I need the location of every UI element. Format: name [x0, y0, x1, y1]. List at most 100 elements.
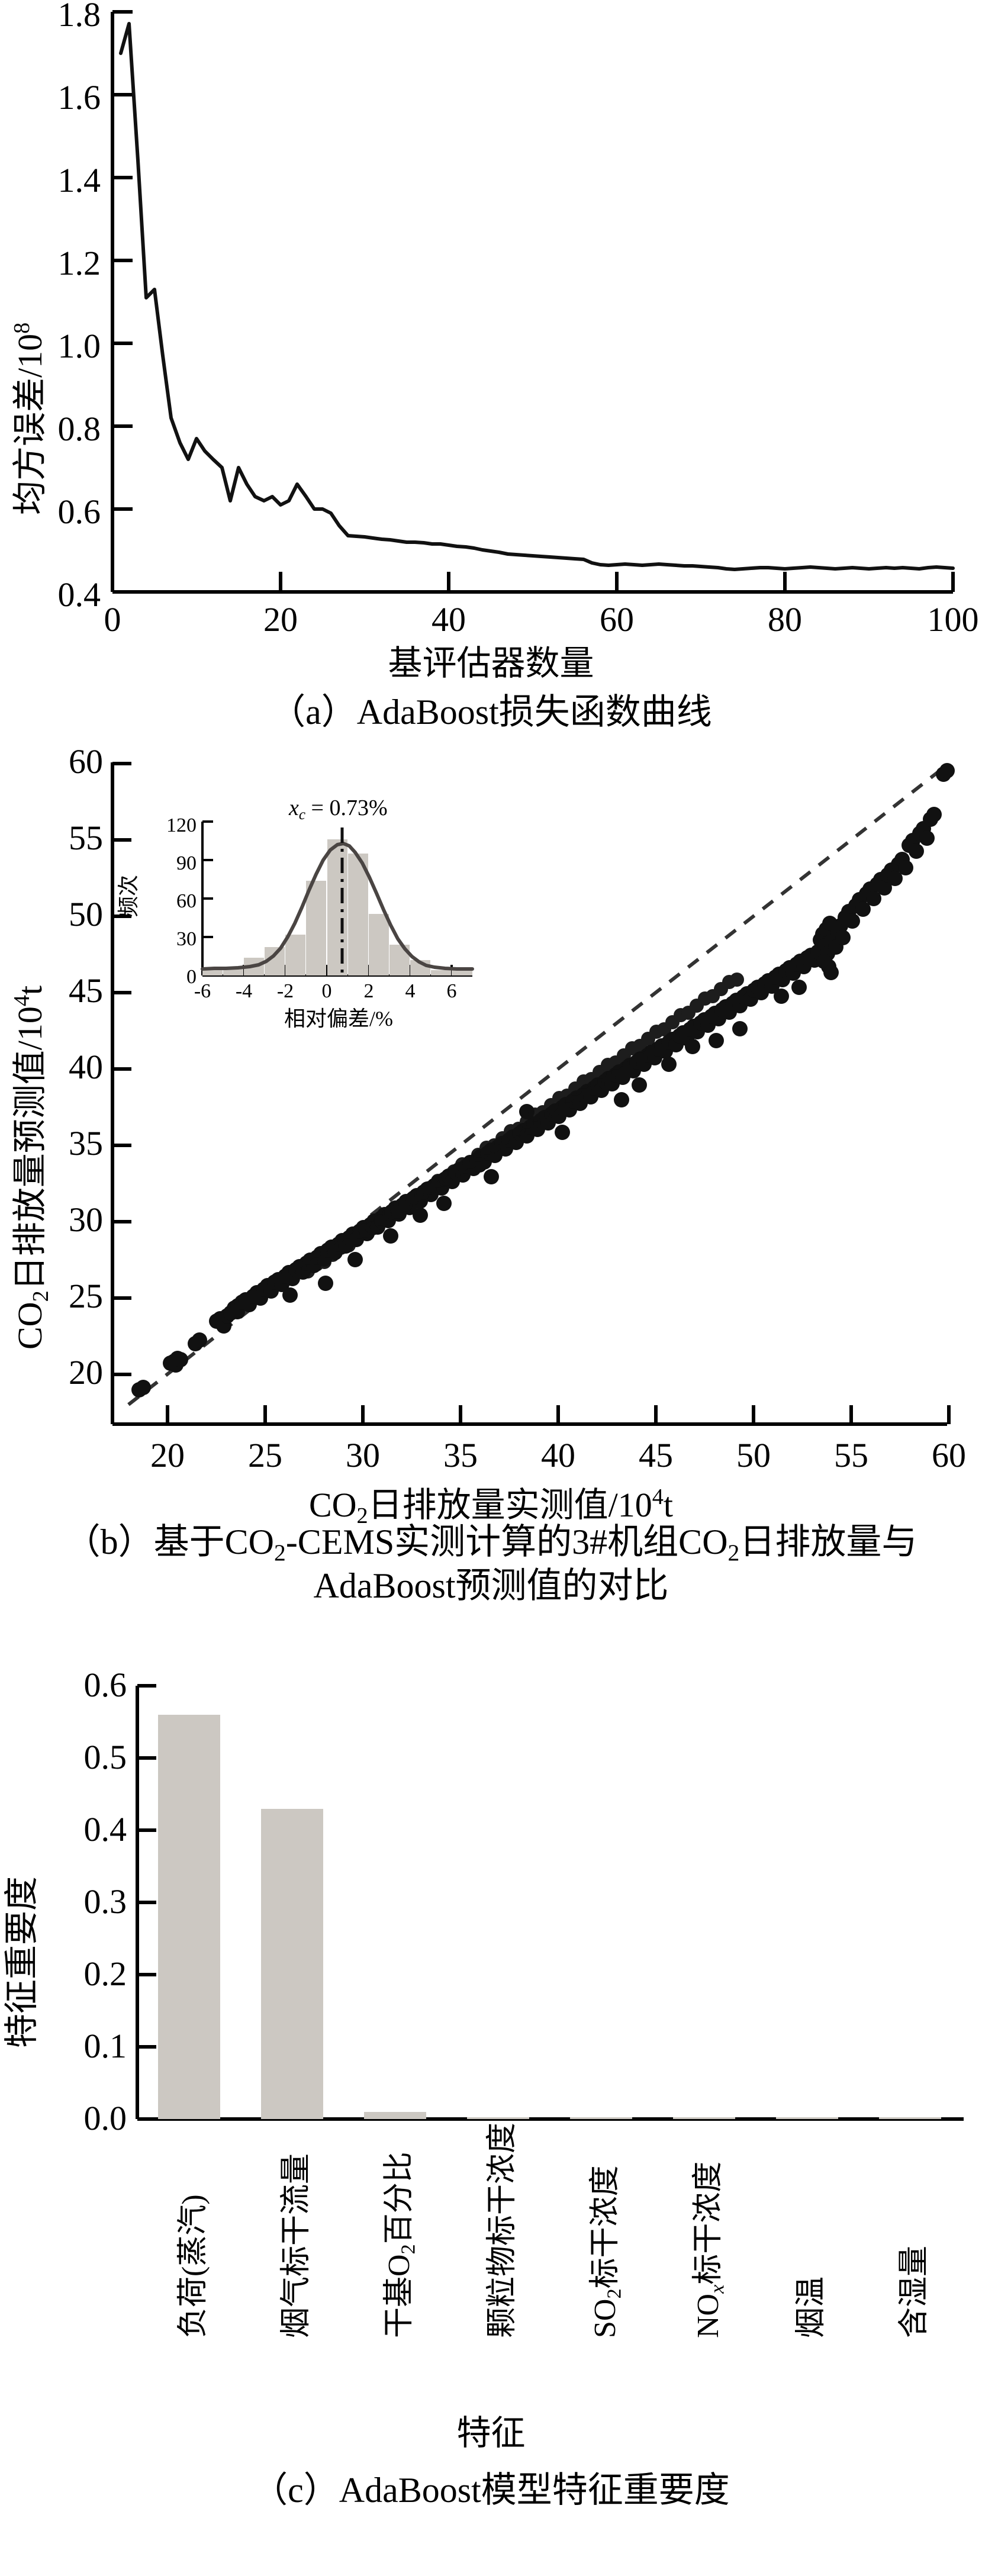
bar-5: [673, 2117, 735, 2119]
panel-c-category-2: 干基O2百分比: [382, 2152, 424, 2338]
panel-b-caption-sub1: 2: [274, 1540, 286, 1566]
panel-c-category-5-post: 标干浓度: [691, 2161, 725, 2285]
panel-a-ytick-0.4: 0.4: [57, 575, 101, 614]
inset-xtick-6: 6: [446, 980, 457, 1002]
panel-b-inset: xc = 0.73% 120 90 60 30 0 频次: [117, 797, 515, 1095]
panel-c-category-4: SO2标干浓度: [588, 2165, 630, 2338]
panel-b-caption-line1: （b）基于CO2-CEMS实测计算的3#机组CO2日排放量与: [0, 1520, 982, 1574]
panel-b-caption-line2: AdaBoost预测值的对比: [313, 1566, 669, 1605]
panel-b-xtick-20: 20: [150, 1436, 185, 1474]
inset-xtick--6: -6: [194, 980, 211, 1002]
panel-b-y-axis-title-mid: 日排放量预测值/10: [11, 1006, 50, 1291]
bar-4: [570, 2117, 632, 2119]
panel-a-xtick-60: 60: [600, 600, 634, 639]
panel-b-ytick-20: 20: [69, 1353, 103, 1392]
panel-b-xtick-35: 35: [443, 1436, 478, 1474]
panel-b-y-axis-title-sup: 4: [9, 995, 34, 1007]
panel-b-ytick-40: 40: [69, 1048, 103, 1086]
inset-ytick-120: 120: [166, 814, 197, 836]
bar-3: [467, 2117, 529, 2119]
panel-c-category-4-pre: SO: [588, 2298, 622, 2338]
panel-c-ytick-0.6: 0.6: [83, 1666, 127, 1704]
panel-b-xtick-45: 45: [639, 1436, 673, 1474]
panel-b-x-axis-title-sub: 2: [356, 1503, 368, 1528]
inset-xtick--4: -4: [235, 980, 253, 1002]
panel-b-caption-sub2: 2: [727, 1540, 740, 1566]
inset-ytick-30: 30: [176, 928, 197, 950]
panel-a-xtick-80: 80: [768, 600, 802, 639]
panel-c-category-5-pre: NO: [691, 2293, 725, 2338]
inset-annotation: xc = 0.73%: [289, 797, 388, 826]
panel-a-ytick-0.8: 0.8: [57, 410, 101, 448]
inset-ytick-90: 90: [176, 852, 197, 874]
panel-c-x-axis-title: 特征: [456, 2414, 526, 2452]
panel-b-x-axis-title: CO2日排放量实测值/104t: [0, 1479, 982, 1534]
panel-c-category-5-sub: x: [706, 2284, 729, 2294]
panel-b-x-axis-title-pre: CO: [308, 1486, 357, 1525]
inset-xtick-0: 0: [321, 980, 332, 1002]
inset-annotation-val: = 0.73%: [305, 796, 388, 820]
panel-b-xtick-60: 60: [932, 1436, 966, 1474]
panel-b-xtick-25: 25: [248, 1436, 282, 1474]
panel-a-ytick-1.0: 1.0: [57, 327, 101, 365]
bar-6: [776, 2117, 838, 2119]
panel-a-ytick-1.4: 1.4: [57, 161, 101, 199]
panel-c-category-2-pre: 干基O: [382, 2254, 416, 2338]
panel-c-caption: （c）AdaBoost模型特征重要度: [252, 2471, 730, 2510]
panel-a-xtick-0: 0: [104, 600, 121, 639]
panel-c-category-1: 烟气标干流量: [279, 2153, 313, 2338]
panel-a: 1.8 1.6 1.4 1.2 1.0 0.8 0.6 0.4 均方误差/108: [0, 0, 982, 732]
panel-b-caption-part3: 日排放量与: [739, 1522, 917, 1561]
panel-c-bars: [158, 1715, 941, 2119]
panel-b-ytick-50: 50: [69, 895, 103, 933]
inset-ytick-60: 60: [176, 890, 197, 912]
panel-c-ytick-0.5: 0.5: [83, 1738, 127, 1776]
bar-0: [158, 1715, 220, 2119]
panel-b-ytick-55: 55: [69, 819, 103, 857]
inset-x-axis-title: 相对偏差/%: [284, 1007, 393, 1031]
inset-xtick--2: -2: [276, 980, 294, 1002]
panel-a-y-axis-title: 均方误差/108: [4, 323, 49, 515]
panel-c-ytick-0.3: 0.3: [83, 1882, 127, 1921]
panel-b-ytick-45: 45: [69, 971, 103, 1010]
panel-b-plot: [111, 762, 955, 1426]
panel-b-caption-part2: -CEMS实测计算的3#机组CO: [285, 1522, 728, 1561]
panel-a-caption: （a）AdaBoost损失函数曲线: [270, 693, 712, 732]
inset-ytick-0: 0: [186, 966, 197, 988]
panel-c-category-4-sub: 2: [603, 2288, 626, 2299]
panel-a-xtick-20: 20: [263, 600, 298, 639]
panel-c-category-2-post: 百分比: [382, 2152, 416, 2245]
panel-c-y-axis-title: 特征重要度: [2, 1876, 41, 2048]
panel-b-x-axis-title-mid: 日排放量实测值/10: [368, 1486, 652, 1525]
inset-annotation-var: x: [289, 796, 299, 820]
panel-c-plot: [136, 1684, 964, 2121]
panel-b-x-axis-title-sup: 4: [652, 1485, 664, 1509]
inset-plot: [201, 820, 474, 977]
panel-a-ytick-1.2: 1.2: [57, 244, 101, 282]
bar-2: [364, 2112, 426, 2119]
inset-xtick-4: 4: [405, 980, 416, 1002]
panel-c-category-7: 含湿量: [897, 2245, 931, 2338]
panel-b-y-axis-title-pre: CO: [11, 1302, 50, 1350]
inset-xtick-2: 2: [363, 980, 374, 1002]
panel-b-ytick-25: 25: [69, 1277, 103, 1315]
panel-c-category-3: 颗粒物标干浓度: [485, 2122, 519, 2338]
panel-a-x-axis-title: 基评估器数量: [388, 644, 594, 682]
panel-b-ytick-60: 60: [69, 742, 103, 781]
panel-c-ytick-0.2: 0.2: [83, 1954, 127, 1993]
panel-a-xtick-100: 100: [927, 600, 979, 639]
panel-b: CO2日排放量预测值/104t 60 55 50 45 40 35 30 25 …: [0, 745, 982, 1606]
panel-c-category-5: NOx标干浓度: [691, 2161, 733, 2338]
panel-a-y-axis-title-exp: 8: [9, 322, 34, 334]
panel-c-category-4-post: 标干浓度: [588, 2165, 622, 2289]
panel-b-y-axis-title-unit: t: [11, 985, 50, 996]
panel-a-xtick-40: 40: [432, 600, 466, 639]
bar-7: [879, 2117, 941, 2119]
panel-b-ytick-30: 30: [69, 1200, 103, 1239]
panel-a-ytick-1.6: 1.6: [57, 78, 101, 117]
bar-1: [261, 1809, 323, 2119]
panel-a-ytick-1.8: 1.8: [57, 0, 101, 34]
panel-b-ytick-35: 35: [69, 1124, 103, 1163]
panel-c-ytick-0.0: 0.0: [83, 2099, 127, 2137]
